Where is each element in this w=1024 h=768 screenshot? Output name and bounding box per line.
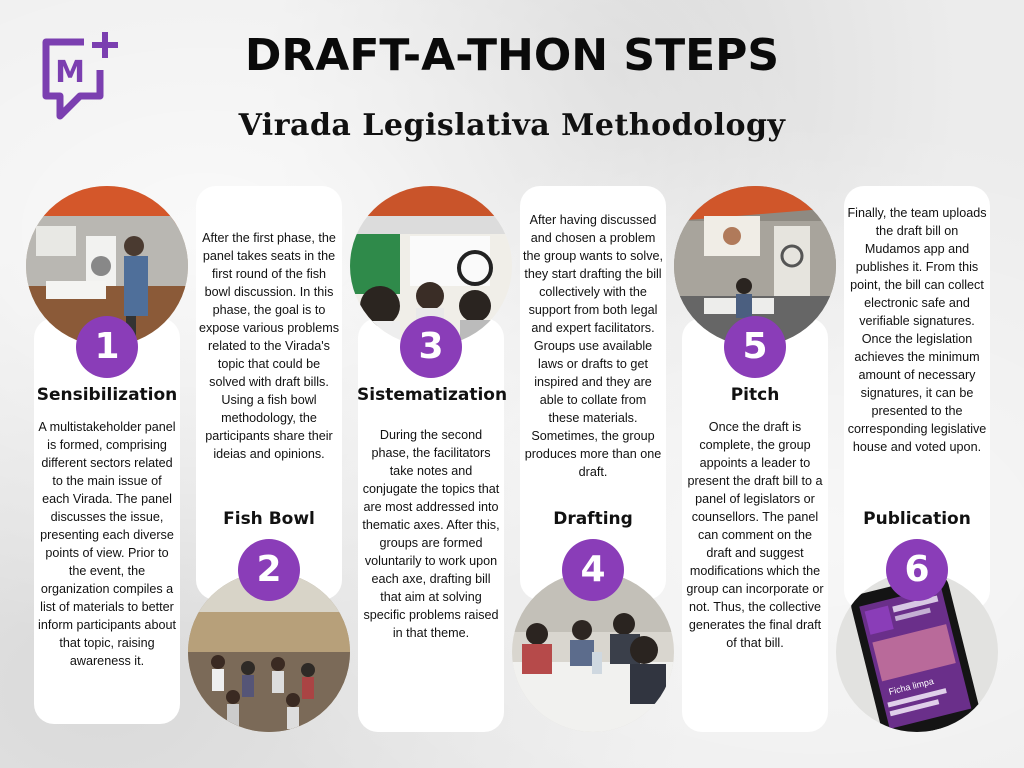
step-5-title: Pitch bbox=[730, 385, 780, 405]
step-4-card bbox=[520, 186, 666, 600]
step-2-number-badge: 2 bbox=[238, 539, 300, 601]
step-6-description: Finally, the team uploads the draft bill… bbox=[847, 206, 987, 454]
step-1-number-badge: 1 bbox=[76, 316, 138, 378]
mudamos-logo: M bbox=[42, 32, 118, 120]
step-3-number-badge: 3 bbox=[400, 316, 462, 378]
step-6-number-badge: 6 bbox=[886, 539, 948, 601]
step-4-description: After having discussed and chosen a prob… bbox=[523, 213, 664, 479]
step-5-number-badge: 5 bbox=[724, 316, 786, 378]
step-2-description: After the first phase, the panel takes s… bbox=[199, 231, 340, 461]
step-4-number-badge: 4 bbox=[562, 539, 624, 601]
step-2-title: Fish Bowl bbox=[223, 509, 315, 529]
step-5-description: Once the draft is complete, the group ap… bbox=[686, 420, 824, 650]
step-3-card bbox=[358, 318, 504, 732]
step-5-photo bbox=[674, 186, 836, 346]
step-6-title: Publication bbox=[863, 509, 971, 529]
step-3-title: Sistematization bbox=[357, 385, 508, 405]
logo-letter: M bbox=[55, 55, 85, 90]
step-1-card bbox=[34, 318, 180, 724]
step-4-title: Drafting bbox=[553, 509, 633, 529]
step-1-description: A multistakeholder panel is formed, comp… bbox=[38, 420, 176, 668]
step-1-title: Sensibilization bbox=[36, 385, 178, 405]
page-title: DRAFT-A-THON STEPS bbox=[244, 30, 780, 81]
step-2-card bbox=[196, 186, 342, 600]
page-subtitle: Virada Legislativa Methodology bbox=[238, 108, 786, 143]
step-5-card bbox=[682, 318, 828, 732]
step-3-description: During the second phase, the facilitator… bbox=[362, 428, 500, 640]
